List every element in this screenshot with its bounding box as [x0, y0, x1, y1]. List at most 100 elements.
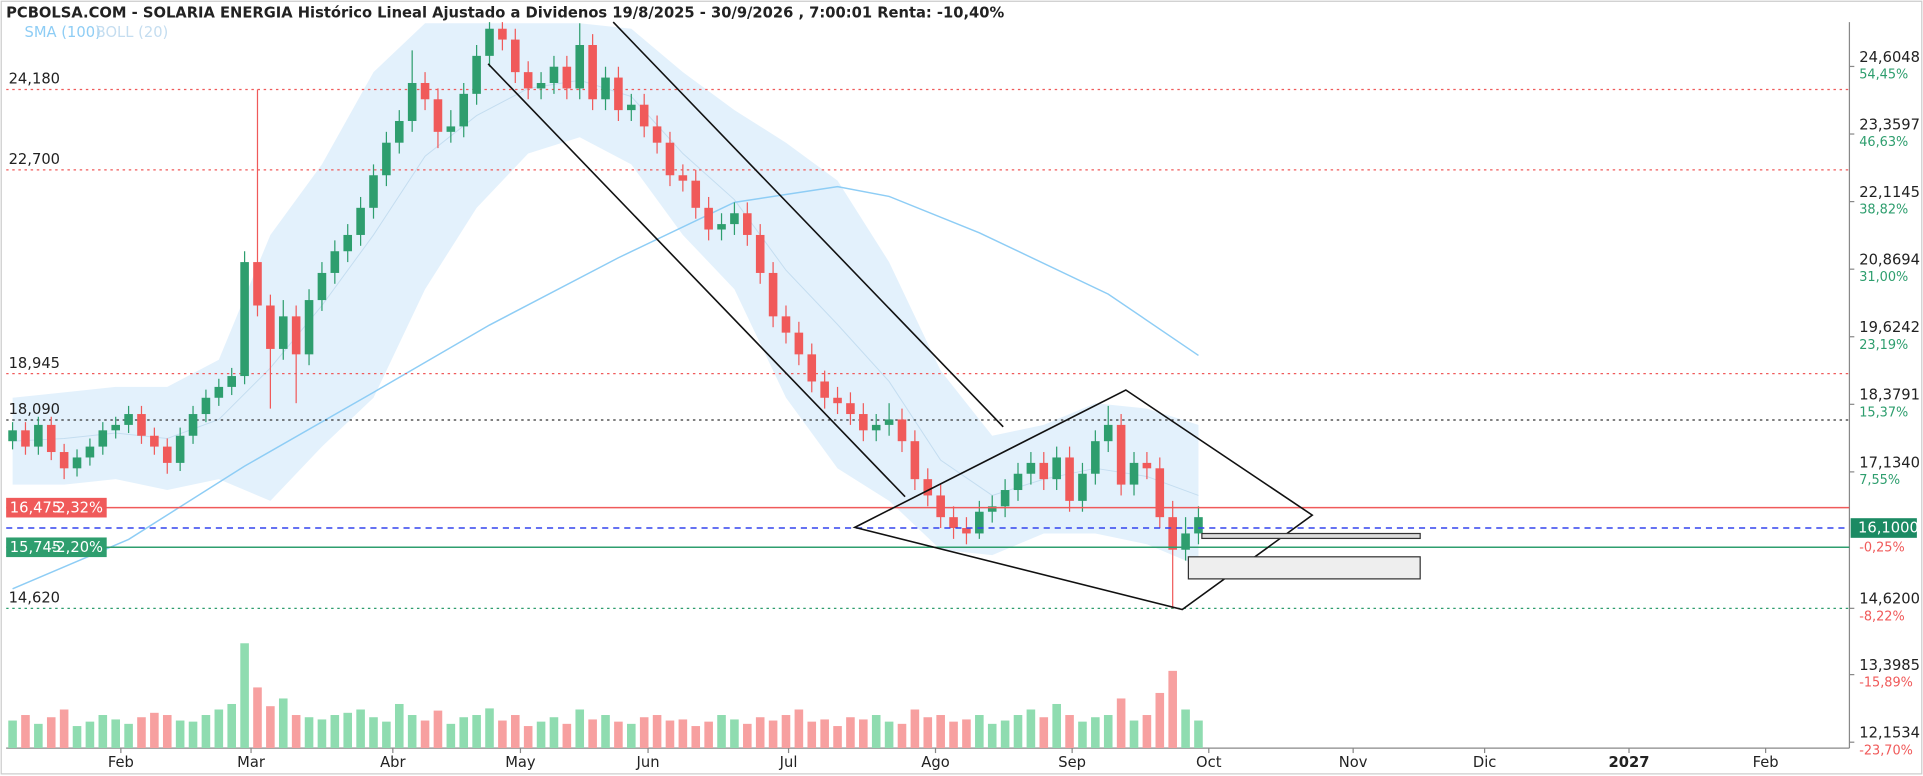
- volume-bar: [291, 715, 301, 749]
- x-tick-label: Dic: [1473, 754, 1497, 771]
- candle-body: [833, 397, 842, 404]
- volume-bar: [781, 715, 791, 749]
- volume-bar: [214, 709, 224, 749]
- volume-bar: [240, 643, 249, 749]
- candle-body: [343, 234, 353, 252]
- volume-bar: [1013, 715, 1023, 749]
- volume-bar: [936, 715, 945, 749]
- candle-body: [923, 479, 933, 496]
- candle-body: [846, 403, 855, 415]
- volume-bar: [420, 720, 430, 749]
- y-tick-label: 20,8694: [1859, 252, 1920, 269]
- volume-bar: [98, 715, 108, 749]
- pct-tick-label: 23,19%: [1859, 338, 1908, 353]
- trend-triangle: [852, 389, 1314, 611]
- volume-bar: [833, 726, 842, 749]
- candle-body: [588, 45, 597, 100]
- volume-bar: [523, 726, 533, 749]
- x-tick-label: Jun: [636, 754, 660, 771]
- candle-body: [1026, 462, 1036, 474]
- candle-body: [382, 142, 391, 176]
- volume-bar: [910, 709, 920, 749]
- volume-bar: [588, 719, 597, 749]
- volume-bar: [1000, 720, 1010, 749]
- volume-bar: [472, 715, 481, 749]
- volume-bar: [72, 726, 82, 749]
- volume-bar: [498, 720, 507, 749]
- volume-bar: [717, 715, 726, 749]
- price-box: [6, 497, 107, 518]
- y-tick-label: 14,6200: [1859, 591, 1920, 608]
- candle-body: [1181, 533, 1190, 550]
- candle-body: [162, 446, 172, 463]
- price-box: [6, 537, 107, 558]
- volume-bar: [330, 715, 340, 749]
- x-tick-label: Ago: [921, 754, 949, 771]
- volume-bar: [639, 717, 649, 749]
- candle-body: [291, 316, 301, 355]
- pct-tick-label: 7,55%: [1859, 473, 1900, 488]
- volume-bar: [137, 717, 146, 749]
- volume-bar: [369, 717, 378, 749]
- volume-bar: [382, 721, 391, 749]
- y-tick-label: 12,1534: [1859, 725, 1920, 742]
- volume-bar: [85, 721, 95, 749]
- candle-body: [21, 430, 30, 447]
- candle-body: [665, 142, 675, 176]
- volume-bar: [227, 703, 237, 749]
- candle-body: [1155, 468, 1165, 518]
- candle-body: [884, 419, 894, 425]
- candle-body: [420, 82, 430, 100]
- x-tick-label: Abr: [380, 754, 406, 771]
- volume-bar: [987, 723, 997, 749]
- volume-bar: [356, 709, 365, 749]
- candle-body: [575, 45, 585, 89]
- candle-body: [627, 104, 636, 111]
- candle-body: [755, 234, 765, 273]
- volume-bar: [175, 720, 185, 749]
- candle-body: [1129, 462, 1139, 485]
- volume-bar: [871, 715, 881, 749]
- y-tick-label: 19,6242: [1859, 319, 1920, 336]
- volume-bar: [1039, 717, 1049, 749]
- volume-bar: [730, 719, 739, 749]
- y-tick-label: 23,3597: [1859, 116, 1920, 133]
- candle-body: [330, 251, 340, 273]
- volume-bar: [549, 717, 559, 749]
- volume-bar: [1168, 670, 1177, 749]
- candle-body: [975, 511, 984, 534]
- candle-body: [1039, 462, 1049, 480]
- volume-bar: [124, 723, 133, 749]
- candle-body: [485, 28, 494, 56]
- volume-bar: [343, 712, 353, 749]
- candle-body: [523, 72, 533, 89]
- volume-bar: [111, 719, 120, 749]
- volume-bar: [562, 723, 572, 749]
- candle-body: [962, 528, 971, 534]
- volume-bar: [188, 721, 198, 749]
- volume-bar: [1065, 715, 1074, 749]
- volume-bar: [407, 715, 417, 749]
- x-tick-label: Sep: [1058, 754, 1086, 771]
- volume-bar: [304, 717, 314, 749]
- candle-body: [175, 435, 185, 463]
- candle-body: [704, 207, 713, 230]
- candle-body: [730, 213, 739, 225]
- volume-bar: [536, 721, 546, 749]
- volume-bar: [897, 723, 907, 749]
- candle-body: [510, 39, 520, 73]
- price-pct: 2,32%: [56, 499, 103, 516]
- candle-body: [1065, 457, 1074, 501]
- candle-body: [717, 224, 726, 230]
- candle-body: [433, 99, 443, 132]
- candle-body: [266, 305, 275, 349]
- volume-bar: [1078, 721, 1087, 749]
- candle-body: [1116, 424, 1126, 485]
- volume-bar: [652, 715, 662, 749]
- volume-bar: [1026, 709, 1036, 749]
- volume-bar: [278, 698, 288, 749]
- volume-bar: [59, 709, 69, 749]
- candle-body: [859, 414, 868, 431]
- candle-body: [98, 430, 108, 447]
